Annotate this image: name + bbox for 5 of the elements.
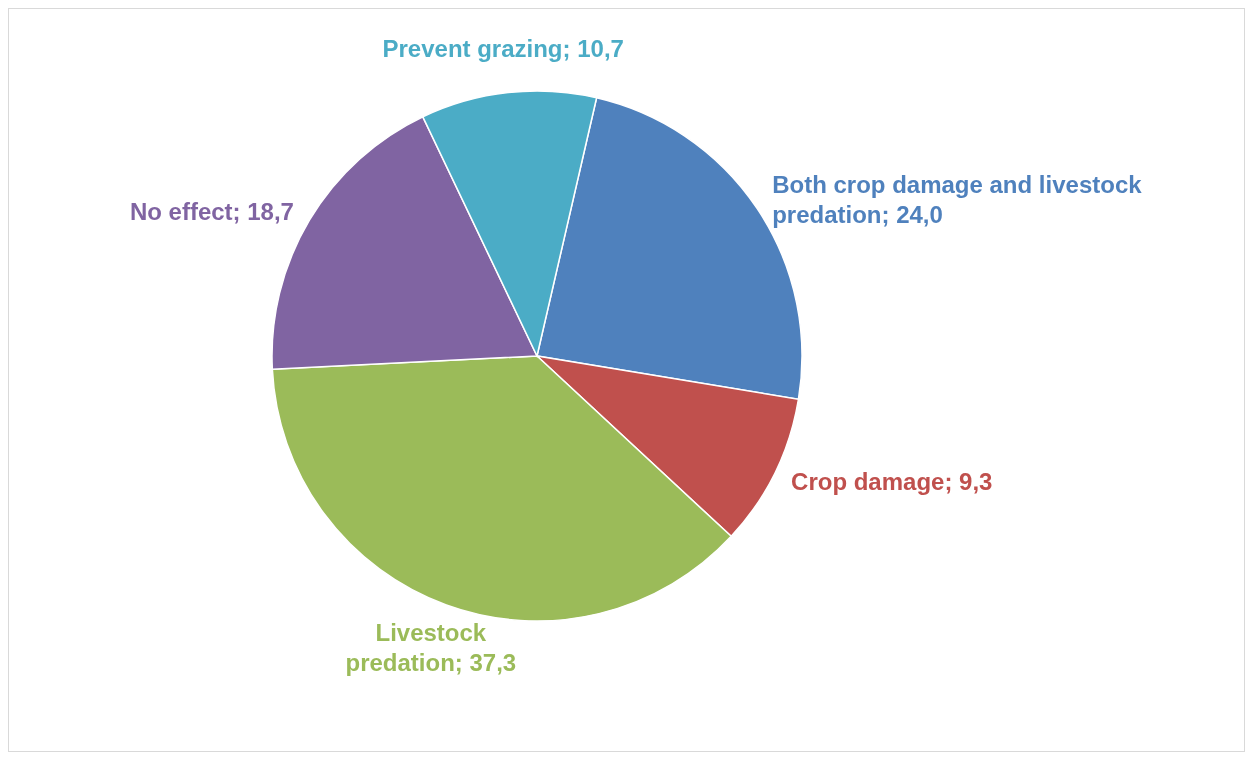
slice-label: Livestock predation; 37,3 <box>345 618 517 676</box>
slice-label: Crop damage; 9,3 <box>791 467 993 495</box>
slice-label: Both crop damage and livestock predation; 24,0 <box>772 170 1143 228</box>
slice-label: Prevent grazing; 10,7 <box>382 34 624 62</box>
slice-label: No effect; 18,7 <box>129 197 294 225</box>
